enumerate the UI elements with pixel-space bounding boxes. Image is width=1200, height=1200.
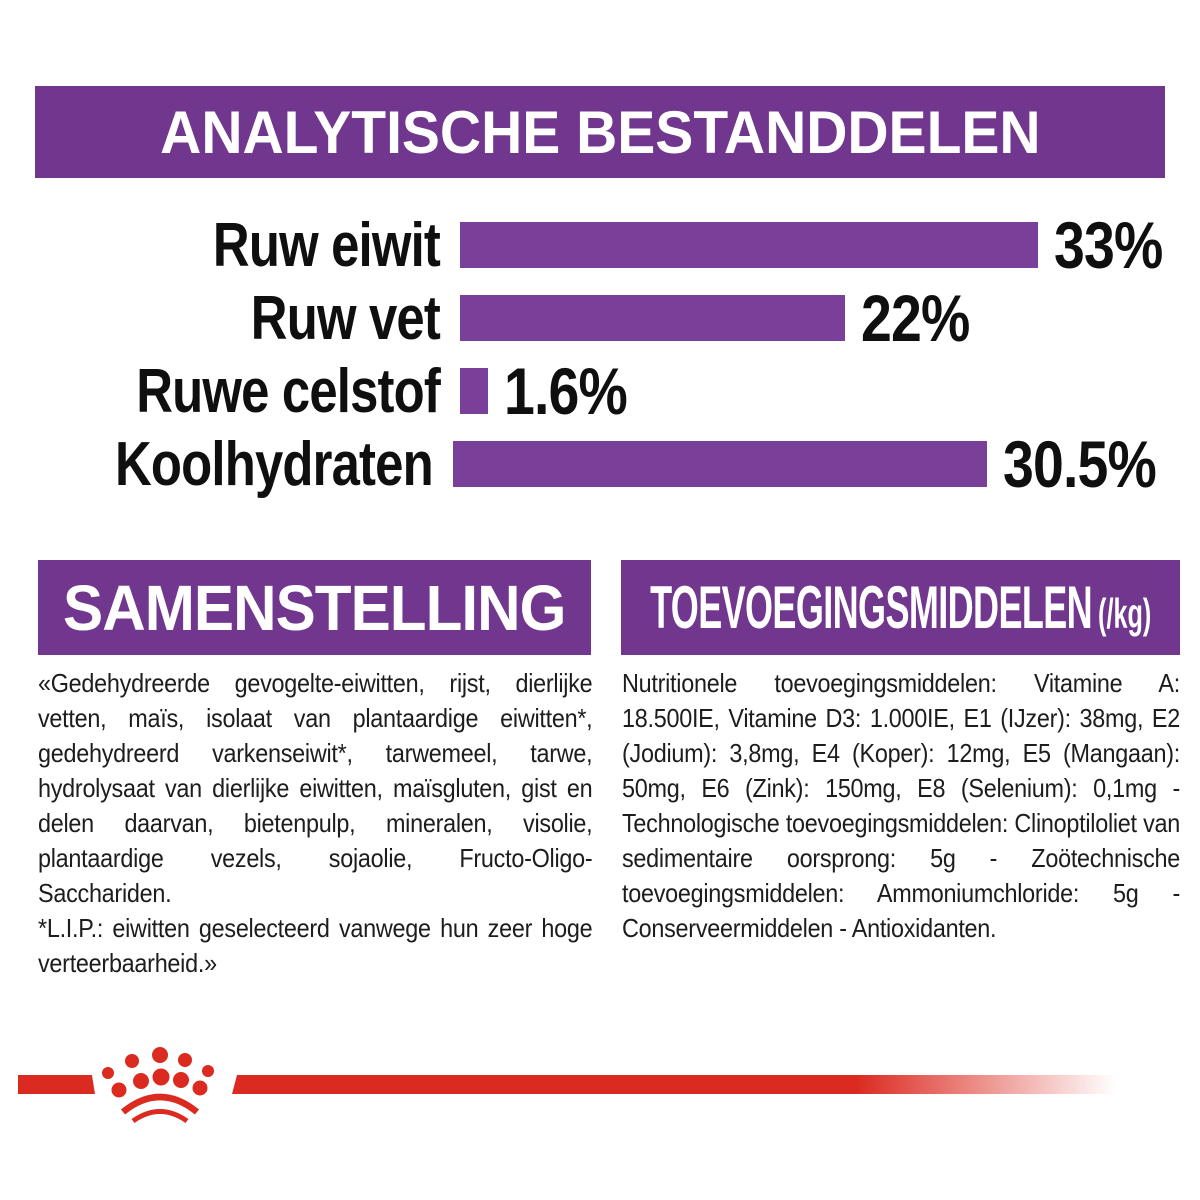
additives-unit-suffix: (/kg) bbox=[1097, 590, 1152, 637]
bar-value: 30.5% bbox=[1002, 427, 1157, 501]
bar bbox=[460, 222, 1038, 268]
bar-label: Ruw vet bbox=[250, 283, 441, 353]
composition-banner: SAMENSTELLING bbox=[38, 560, 591, 655]
composition-footnote: *L.I.P.: eiwitten geselecteerd vanwege h… bbox=[38, 913, 593, 978]
bar-value: 22% bbox=[861, 281, 970, 355]
additives-title: TOEVOEGINGSMIDDELEN bbox=[649, 574, 1093, 641]
additives-text: Nutritionele toevoegingsmiddelen: Vitami… bbox=[622, 668, 1180, 943]
bar-value: 33% bbox=[1054, 208, 1163, 282]
bar bbox=[460, 368, 488, 414]
bar-row: Ruw vet 22% bbox=[35, 281, 1185, 355]
brand-stripe-right bbox=[232, 1075, 1125, 1094]
bar bbox=[460, 295, 845, 341]
royal-canin-crown-icon bbox=[102, 1047, 214, 1124]
bar-label: Ruwe celstof bbox=[136, 356, 441, 426]
brand-stripe-left bbox=[18, 1075, 95, 1094]
analytical-components-banner: ANALYTISCHE BESTANDDELEN bbox=[35, 86, 1165, 178]
additives-text-block: Nutritionele toevoegingsmiddelen: Vitami… bbox=[622, 666, 1180, 946]
bar-row: Ruw eiwit 33% bbox=[35, 208, 1185, 282]
analytical-components-title: ANALYTISCHE BESTANDDELEN bbox=[159, 98, 1041, 166]
composition-title: SAMENSTELLING bbox=[63, 571, 566, 644]
bar-value: 1.6% bbox=[504, 354, 628, 428]
bar-row: Koolhydraten 30.5% bbox=[35, 427, 1185, 501]
bar bbox=[452, 441, 987, 487]
additives-title-wrap: TOEVOEGINGSMIDDELEN (/kg) bbox=[650, 573, 1151, 642]
composition-text: «Gedehydreerde gevogelte-eiwitten, rijst… bbox=[38, 668, 593, 908]
bar-row: Ruwe celstof 1.6% bbox=[35, 354, 1185, 428]
analytical-bar-chart: Ruw eiwit 33% Ruw vet 22% Ruwe celstof 1.6% Ko… bbox=[35, 208, 1185, 514]
bar-label: Ruw eiwit bbox=[212, 210, 441, 280]
composition-text-block: «Gedehydreerde gevogelte-eiwitten, rijst… bbox=[38, 666, 593, 981]
bar-label: Koolhydraten bbox=[115, 429, 434, 499]
additives-banner: TOEVOEGINGSMIDDELEN (/kg) bbox=[621, 560, 1180, 655]
